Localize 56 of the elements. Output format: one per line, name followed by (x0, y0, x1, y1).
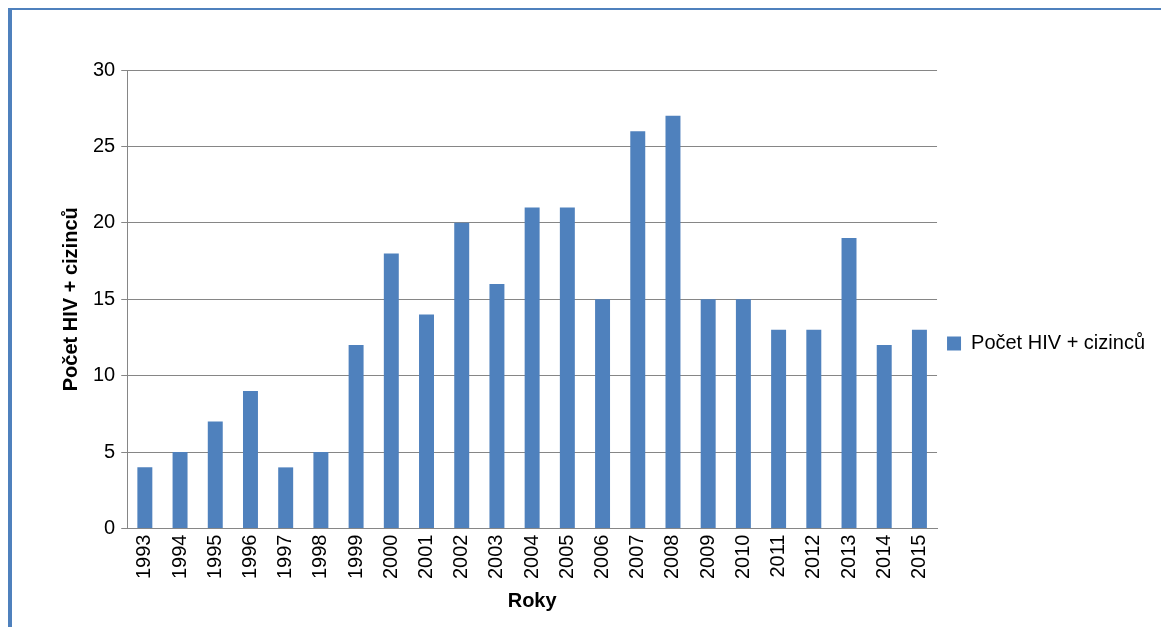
bar (700, 299, 716, 529)
bar (524, 207, 540, 529)
y-tick-label: 20 (93, 210, 116, 233)
y-axis-title: Počet HIV + cizinců (58, 207, 81, 392)
bar (207, 421, 223, 529)
y-tick-label: 25 (93, 133, 116, 156)
x-tick-label: 2000 (378, 534, 401, 580)
y-tick-label: 15 (93, 286, 116, 309)
bar (595, 299, 611, 529)
y-tick-label: 0 (104, 516, 116, 539)
bar (735, 299, 751, 529)
bar (242, 390, 258, 529)
x-tick-label: 2009 (695, 534, 718, 580)
y-tick-label: 5 (104, 439, 116, 462)
bar (489, 283, 505, 529)
x-tick-label: 2002 (449, 534, 472, 580)
x-tick-label: 2012 (801, 534, 824, 580)
x-tick-label: 2014 (871, 534, 894, 580)
bar (559, 207, 575, 529)
bar (313, 452, 329, 529)
x-tick-label: 1993 (132, 534, 155, 580)
x-tick-label: 1999 (343, 534, 366, 580)
x-tick-label: 2013 (836, 534, 859, 580)
y-tick-label: 30 (93, 57, 116, 80)
x-tick-label: 2005 (554, 534, 577, 580)
bar (876, 345, 892, 529)
bar (665, 115, 681, 529)
bar (137, 467, 153, 529)
x-tick-label: 1996 (237, 534, 260, 580)
bar (419, 314, 434, 529)
x-tick-label: 2011 (766, 534, 789, 578)
bar (278, 467, 294, 529)
bar (806, 329, 822, 529)
x-tick-label: 2007 (625, 534, 648, 580)
x-tick-label: 1997 (273, 534, 296, 580)
y-tick-label: 10 (93, 363, 116, 386)
bar (383, 253, 399, 529)
x-tick-label: 2008 (660, 534, 683, 580)
bar (172, 452, 188, 529)
x-tick-label: 2010 (730, 534, 753, 580)
x-axis-title: Roky (507, 588, 558, 611)
x-tick-label: 2006 (590, 534, 613, 580)
legend-label: Počet HIV + cizinců (971, 331, 1145, 354)
x-tick-label: 1998 (308, 534, 331, 580)
x-tick-label: 2004 (519, 534, 542, 580)
bar (454, 222, 470, 529)
bar (630, 131, 646, 529)
x-tick-label: 1995 (202, 534, 225, 580)
bar (911, 329, 927, 529)
bar (348, 345, 364, 529)
bar (841, 238, 857, 529)
bar (771, 329, 787, 529)
x-tick-label: 2001 (414, 534, 437, 580)
x-tick-label: 2015 (906, 534, 929, 580)
x-tick-label: 1994 (167, 534, 190, 580)
x-tick-label: 2003 (484, 534, 507, 580)
